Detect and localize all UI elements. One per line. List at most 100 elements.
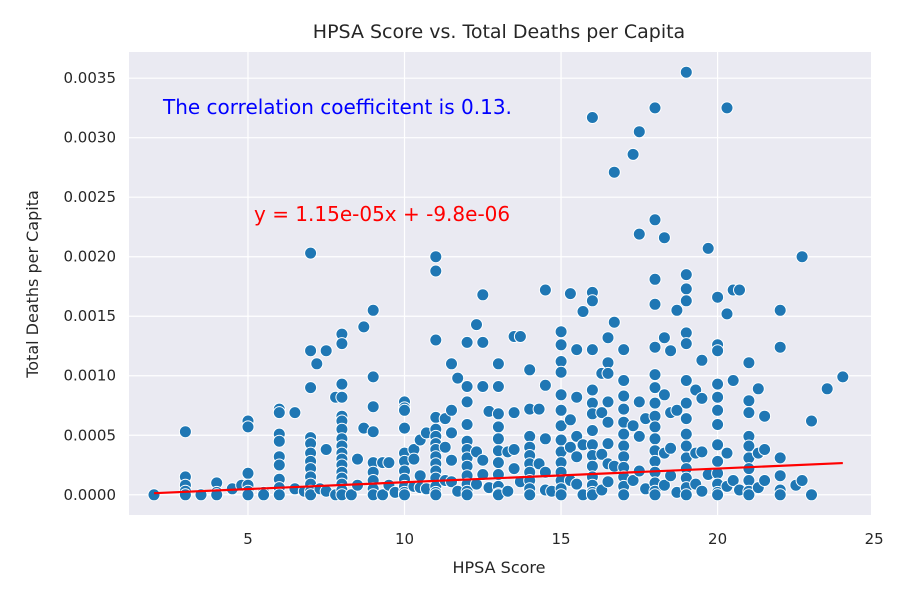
data-point [648, 297, 662, 311]
data-point [773, 469, 787, 483]
data-point [538, 283, 552, 297]
data-point [664, 441, 678, 455]
data-point [366, 303, 380, 317]
data-point [272, 488, 286, 502]
data-point [304, 381, 318, 395]
data-point [711, 344, 725, 358]
data-point [501, 484, 515, 498]
data-point [679, 488, 693, 502]
data-point [576, 305, 590, 318]
data-point [563, 413, 577, 427]
data-point [601, 437, 615, 451]
data-point [679, 396, 693, 410]
data-point [304, 488, 318, 502]
data-point [601, 475, 615, 489]
x-axis-label: HPSA Score [453, 558, 546, 577]
data-point [648, 101, 662, 115]
data-point [382, 456, 396, 470]
data-point [742, 356, 756, 370]
data-point [538, 432, 552, 446]
data-point [648, 396, 662, 410]
data-point [304, 246, 318, 260]
y-tick-label: 0.0015 [64, 307, 117, 325]
y-tick-label: 0.0005 [64, 426, 117, 444]
data-point [470, 318, 483, 332]
data-point [257, 488, 271, 502]
data-point [523, 488, 537, 502]
y-axis-label: Total Deaths per Capita [23, 190, 42, 379]
data-point [460, 488, 474, 502]
data-point [570, 477, 584, 491]
data-point [147, 488, 161, 502]
data-point [648, 454, 662, 468]
data-point [554, 403, 568, 417]
data-point [711, 390, 725, 404]
chart-title: HPSA Score vs. Total Deaths per Capita [313, 21, 685, 43]
data-point [751, 382, 765, 396]
data-point [795, 250, 809, 264]
data-point [626, 147, 640, 161]
data-point [538, 378, 552, 392]
data-point [570, 450, 584, 464]
data-point [491, 456, 505, 470]
x-tick-labels: 5 10 15 20 25 [243, 530, 883, 548]
data-point [532, 402, 546, 416]
data-point [773, 303, 787, 317]
data-point [366, 425, 380, 439]
data-point [491, 357, 505, 371]
data-point [720, 446, 734, 460]
data-point [648, 432, 662, 446]
data-point [398, 403, 411, 417]
data-point [445, 475, 458, 489]
data-point [319, 344, 333, 358]
data-point [451, 371, 465, 385]
data-point [805, 414, 818, 428]
data-point [657, 478, 671, 492]
data-point [601, 395, 615, 409]
data-point [398, 421, 411, 435]
data-point [241, 488, 255, 502]
data-point [407, 452, 421, 466]
data-point [476, 453, 490, 467]
correlation-annotation: The correlation coefficitent is 0.13. [162, 95, 512, 119]
data-point [632, 429, 646, 443]
data-point [679, 427, 693, 441]
data-point [438, 440, 452, 454]
data-point [742, 406, 756, 420]
data-point [507, 462, 521, 476]
data-point [570, 390, 584, 404]
data-point [670, 303, 684, 317]
data-point [491, 420, 505, 434]
data-point [241, 420, 255, 434]
data-point [272, 458, 286, 472]
data-point [398, 488, 411, 502]
data-point [742, 488, 756, 502]
regression-equation-annotation: y = 1.15e-05x + -9.8e-06 [254, 202, 510, 226]
data-point [617, 343, 631, 357]
data-point [836, 370, 850, 384]
data-point [648, 213, 662, 227]
data-point [626, 474, 640, 487]
data-point [711, 454, 725, 468]
data-point [476, 380, 490, 393]
data-point [476, 468, 490, 481]
data-point [679, 294, 693, 308]
data-point [773, 488, 787, 502]
data-point [335, 377, 349, 391]
data-point [695, 484, 709, 498]
x-tick-label: 5 [243, 530, 253, 548]
data-point [733, 283, 746, 297]
data-point [758, 474, 772, 487]
data-point [304, 344, 318, 358]
data-point [711, 438, 725, 452]
data-point [445, 357, 458, 371]
data-point [648, 381, 662, 395]
y-tick-label: 0.0020 [64, 248, 117, 266]
data-point [585, 424, 599, 437]
y-tick-label: 0.0030 [64, 129, 117, 147]
data-point [554, 365, 568, 379]
data-point [460, 335, 474, 349]
data-point [585, 294, 599, 308]
y-tick-labels: 0.0000 0.0005 0.0010 0.0015 0.0020 0.0025 0.00… [64, 69, 117, 504]
data-point [632, 125, 646, 139]
